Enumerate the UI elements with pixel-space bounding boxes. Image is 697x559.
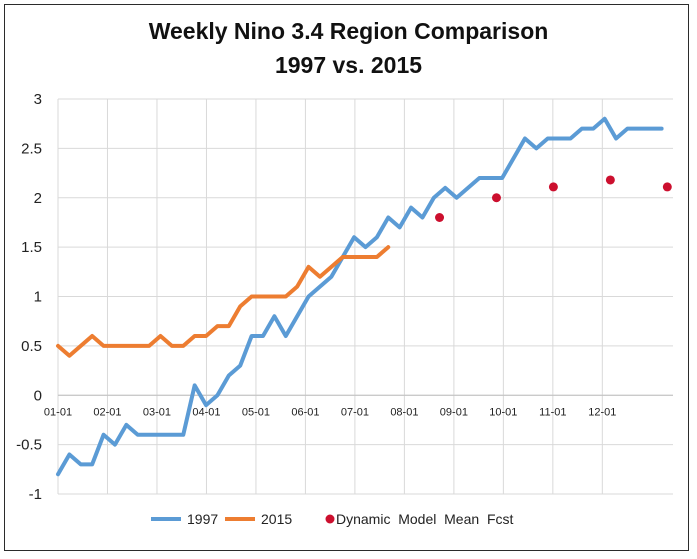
x-tick-label: 09-01	[440, 406, 468, 418]
y-tick-label: 2.5	[21, 140, 42, 157]
chart-title: Weekly Nino 3.4 Region Comparison	[148, 18, 549, 44]
x-tick-label: 07-01	[341, 406, 369, 418]
y-tick-label: -0.5	[16, 437, 42, 454]
forecast-point	[662, 182, 672, 192]
legend-label: 2015	[261, 511, 292, 527]
legend: 1997 2015 Dynamic Model Mean Fcst	[151, 511, 513, 527]
y-tick-label: 1	[34, 289, 42, 306]
x-tick-label: 08-01	[390, 406, 418, 418]
series-line-1997	[56, 116, 664, 477]
forecast-point	[491, 193, 501, 203]
chart-subtitle: 1997 vs. 2015	[274, 52, 423, 78]
x-tick-label: 12-01	[588, 406, 616, 418]
y-tick-label: 1.5	[21, 239, 42, 256]
x-tick-label: 03-01	[143, 406, 171, 418]
x-tick-label: 10-01	[489, 406, 517, 418]
x-tick-label: 04-01	[192, 406, 220, 418]
forecast-point	[548, 182, 558, 192]
x-tick-label: 11-01	[539, 406, 566, 418]
y-tick-label: 0.5	[21, 338, 42, 355]
x-tick-label: 01-01	[44, 406, 72, 418]
series-layer	[56, 116, 672, 477]
forecast-point	[435, 213, 445, 222]
series-line-2015	[56, 245, 391, 358]
y-tick-label: 2	[34, 190, 42, 207]
y-tick-label: 3	[34, 91, 42, 108]
legend-swatch-dot	[325, 514, 335, 524]
axis-layer: 3 2.5 2 1.5 1 0.5 0 -0.5 -1 01-01 02-01 03-01 04-01 0…	[16, 91, 673, 503]
x-tick-label: 06-01	[291, 406, 319, 418]
forecast-point	[605, 175, 615, 185]
chart-frame	[4, 4, 689, 551]
legend-label: 1997	[187, 511, 218, 527]
x-tick-label: 05-01	[242, 406, 270, 418]
y-tick-label: -1	[29, 486, 42, 503]
y-tick-label: 0	[34, 387, 42, 404]
x-tick-label: 02-01	[93, 406, 121, 418]
legend-label: Dynamic Model Mean Fcst	[336, 511, 513, 527]
